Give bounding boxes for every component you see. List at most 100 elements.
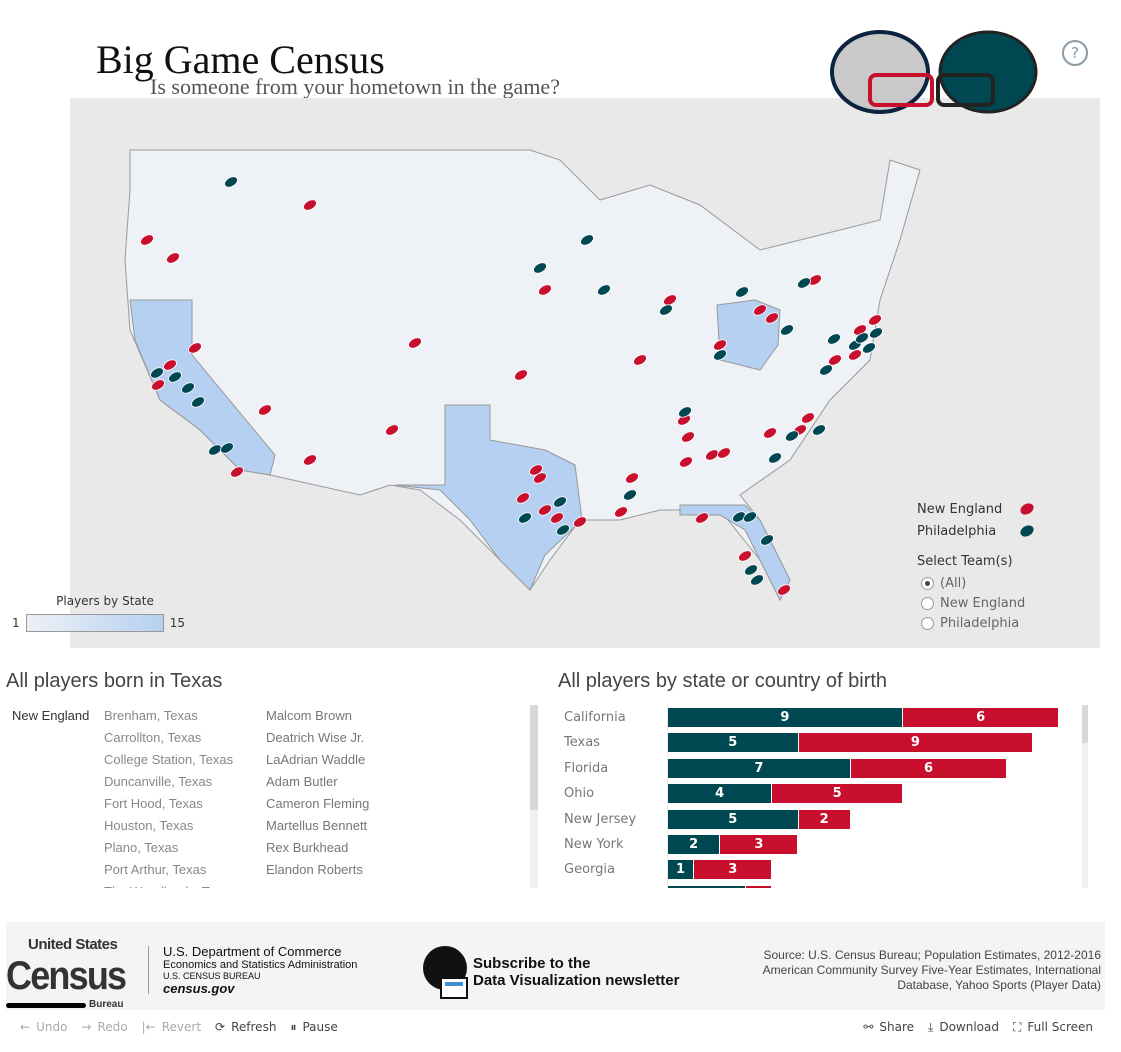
us-map[interactable]	[70, 98, 1100, 648]
player-marker-philadelphia[interactable]	[677, 405, 694, 420]
revert-button[interactable]: |← Revert	[141, 1020, 202, 1034]
bar-philadelphia[interactable]: 1	[668, 860, 695, 880]
player-marker-philadelphia[interactable]	[767, 451, 784, 466]
player-marker-philadelphia[interactable]	[658, 303, 675, 318]
player-cell[interactable]: Deatrich Wise Jr.	[266, 730, 365, 745]
radio-selected[interactable]	[921, 576, 934, 590]
player-marker-new-england[interactable]	[694, 511, 711, 526]
player-marker-new-england[interactable]	[537, 283, 554, 298]
player-marker-philadelphia[interactable]	[167, 370, 184, 385]
bar-new_england[interactable]: 2	[798, 809, 851, 829]
bar-new_england[interactable]: 6	[850, 758, 1008, 778]
fullscreen-button[interactable]: ⛶ Full Screen	[1013, 1019, 1093, 1035]
player-marker-philadelphia[interactable]	[861, 341, 878, 356]
player-marker-new-england[interactable]	[847, 348, 864, 363]
player-marker-philadelphia[interactable]	[149, 366, 166, 381]
player-marker-philadelphia[interactable]	[759, 533, 776, 548]
player-marker-new-england[interactable]	[752, 303, 769, 318]
player-cell[interactable]: Rex Burkhead	[266, 840, 349, 855]
newsletter-link[interactable]: Subscribe to the Data Visualization newsl…	[421, 944, 679, 1000]
player-marker-new-england[interactable]	[764, 311, 781, 326]
bar-new_england[interactable]: 3	[720, 835, 799, 854]
state-bar-chart[interactable]: California 9 6 Texas 5 9 Florida 7 6 Ohio 4 5 New Je…	[555, 705, 1090, 888]
player-marker-philadelphia[interactable]	[596, 283, 613, 298]
player-marker-philadelphia[interactable]	[742, 510, 759, 525]
player-marker-philadelphia[interactable]	[579, 233, 596, 248]
player-marker-philadelphia[interactable]	[734, 285, 751, 300]
bar-philadelphia[interactable]: 5	[668, 733, 799, 753]
player-marker-new-england[interactable]	[827, 353, 844, 368]
bar-philadelphia[interactable]: 3	[668, 885, 747, 888]
player-marker-new-england[interactable]	[229, 465, 246, 480]
player-marker-new-england[interactable]	[162, 358, 179, 373]
player-marker-new-england[interactable]	[515, 491, 532, 506]
hometown-cell[interactable]: Fort Hood, Texas	[104, 796, 203, 811]
player-marker-new-england[interactable]	[302, 453, 319, 468]
player-marker-philadelphia[interactable]	[517, 511, 534, 526]
player-marker-philadelphia[interactable]	[743, 563, 760, 578]
player-marker-philadelphia[interactable]	[712, 348, 729, 363]
bar-new_england[interactable]: 3	[694, 860, 773, 880]
help-button[interactable]: ?	[1062, 40, 1088, 66]
player-marker-philadelphia[interactable]	[219, 441, 236, 456]
player-marker-new-england[interactable]	[513, 368, 530, 383]
bar-new_england[interactable]: 6	[902, 708, 1060, 727]
player-marker-new-england[interactable]	[800, 411, 817, 426]
hometown-cell[interactable]: Brenham, Texas	[104, 708, 198, 723]
hometown-cell[interactable]: Carrollton, Texas	[104, 730, 202, 745]
legend-philadelphia[interactable]: Philadelphia	[917, 520, 1035, 542]
player-marker-philadelphia[interactable]	[811, 423, 828, 438]
hometown-cell[interactable]: Plano, Texas	[104, 840, 179, 855]
player-marker-new-england[interactable]	[680, 430, 697, 445]
player-marker-new-england[interactable]	[384, 423, 401, 438]
scrollbar[interactable]	[1082, 705, 1088, 888]
player-marker-new-england[interactable]	[549, 511, 566, 526]
player-marker-new-england[interactable]	[624, 471, 641, 486]
undo-button[interactable]: ← Undo	[20, 1020, 68, 1034]
player-cell[interactable]: Cameron Fleming	[266, 796, 370, 811]
bar-philadelphia[interactable]: 5	[668, 809, 799, 829]
player-marker-new-england[interactable]	[165, 251, 182, 266]
player-marker-new-england[interactable]	[867, 313, 884, 328]
player-cell[interactable]: Malcom Brown	[266, 708, 352, 723]
player-marker-new-england[interactable]	[704, 448, 721, 463]
player-marker-new-england[interactable]	[257, 403, 274, 418]
player-marker-new-england[interactable]	[407, 336, 424, 351]
player-marker-new-england[interactable]	[150, 378, 167, 393]
player-marker-new-england[interactable]	[139, 233, 156, 248]
player-cell[interactable]: Martellus Bennett	[266, 818, 368, 833]
player-marker-philadelphia[interactable]	[731, 510, 748, 525]
filter-option-all[interactable]: (All)	[921, 573, 1035, 593]
player-marker-new-england[interactable]	[613, 505, 630, 520]
player-marker-new-england[interactable]	[537, 503, 554, 518]
player-marker-philadelphia[interactable]	[779, 323, 796, 338]
player-marker-philadelphia[interactable]	[207, 443, 224, 458]
player-marker-new-england[interactable]	[737, 549, 754, 564]
download-button[interactable]: ⤓ Download	[928, 1019, 999, 1035]
player-marker-philadelphia[interactable]	[532, 261, 549, 276]
player-marker-new-england[interactable]	[678, 455, 695, 470]
player-cell[interactable]: Adam Butler	[266, 774, 338, 789]
player-marker-new-england[interactable]	[302, 198, 319, 213]
bar-new_england[interactable]: 1	[746, 885, 773, 888]
state-california[interactable]	[129, 299, 276, 476]
player-marker-philadelphia[interactable]	[826, 332, 843, 347]
player-marker-new-england[interactable]	[762, 426, 779, 441]
bar-philadelphia[interactable]: 2	[668, 835, 721, 854]
hometown-cell[interactable]: Houston, Texas	[104, 818, 194, 833]
bar-philadelphia[interactable]: 7	[668, 758, 851, 778]
bar-new_england[interactable]: 9	[798, 733, 1034, 753]
player-marker-philadelphia[interactable]	[223, 175, 240, 190]
player-marker-philadelphia[interactable]	[749, 573, 766, 588]
player-marker-philadelphia[interactable]	[868, 326, 885, 341]
radio[interactable]	[921, 596, 934, 610]
player-marker-philadelphia[interactable]	[190, 395, 207, 410]
map-canvas[interactable]	[70, 98, 1100, 648]
player-cell[interactable]: Elandon Roberts	[266, 862, 363, 877]
refresh-button[interactable]: ⟳ Refresh	[215, 1020, 277, 1034]
player-marker-philadelphia[interactable]	[555, 523, 572, 538]
census-gov-link[interactable]: census.gov	[163, 981, 235, 996]
player-marker-philadelphia[interactable]	[180, 381, 197, 396]
player-cell[interactable]: LaAdrian Waddle	[266, 752, 366, 767]
state-texas[interactable]	[394, 404, 583, 591]
